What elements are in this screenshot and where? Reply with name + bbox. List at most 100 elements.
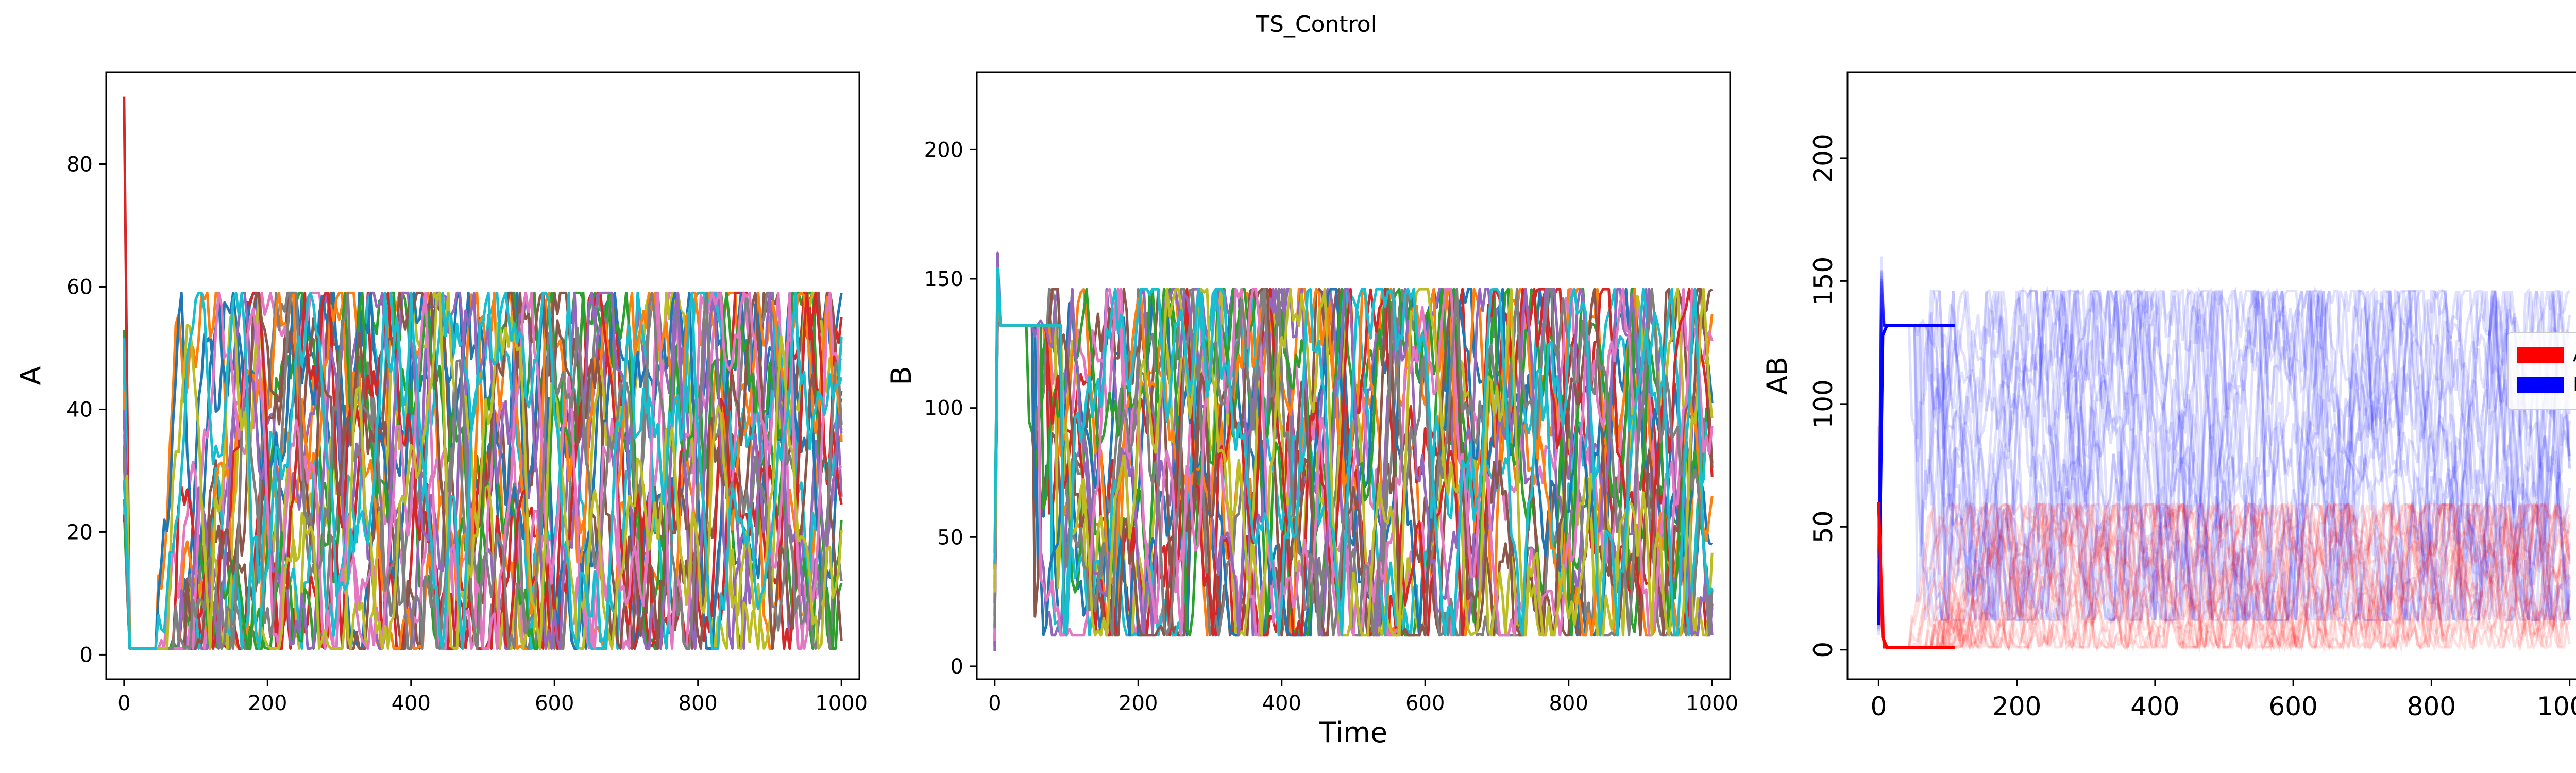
y-tick-label: 100 — [1808, 379, 1838, 428]
overlay-line-B-1 — [1877, 281, 2570, 623]
axes-frame — [105, 71, 860, 680]
panel-left: 0 200 400 600 800 1000 0 20 40 60 80 A — [14, 71, 868, 715]
x-tick-label: 1000 — [2537, 692, 2576, 721]
overlay-line-B-8 — [1877, 289, 2571, 625]
overlay-line-B-5 — [1877, 256, 2571, 621]
x-tick-label: 0 — [1870, 692, 1887, 721]
overlay-line-A-5 — [1877, 500, 2571, 649]
overlay-line-A-7 — [1877, 502, 2570, 652]
x-tick-label: 0 — [117, 692, 130, 715]
overlay-line-B-6 — [1877, 287, 2571, 632]
series-line-B-17 — [993, 288, 1714, 641]
y-axis-label: A — [14, 366, 47, 385]
overlay-line-B-19 — [1877, 279, 2571, 624]
overlay-line-A-10 — [1877, 501, 2571, 652]
y-tick-label: 0 — [1808, 642, 1838, 658]
overlay-line-A-19 — [1877, 502, 2571, 652]
y-tick-label: 50 — [937, 526, 963, 549]
overlay-line-A-20 — [1877, 501, 2571, 652]
x-tick-label: 800 — [2407, 692, 2456, 721]
overlay-line-B-12 — [1877, 285, 2571, 621]
x-tick-label: 1000 — [815, 692, 868, 715]
y-tick-label: 50 — [1808, 510, 1838, 543]
y-tick-label: 200 — [924, 138, 963, 162]
y-tick-label: 80 — [66, 153, 93, 176]
overlay-line-A-17 — [1877, 500, 2570, 652]
plot-area — [123, 96, 843, 650]
overlay-line-B-16 — [1877, 289, 2571, 625]
overlay-line-B-14 — [1877, 288, 2571, 621]
legend-label-A: A — [2573, 343, 2576, 366]
overlay-line-A-3 — [1877, 500, 2571, 652]
y-axis-label: AB — [1761, 357, 1793, 395]
series-line-B-20 — [993, 267, 1714, 637]
legend-swatch-B — [2517, 377, 2564, 393]
x-tick-label: 1000 — [1686, 692, 1738, 715]
overlay-line-B-17 — [1877, 288, 2571, 626]
mean-line-A — [1877, 502, 1955, 649]
overlay-line-A-15 — [1877, 500, 2571, 652]
figure-title: TS_Control — [1255, 11, 1377, 38]
series-line-A-13 — [123, 291, 843, 650]
y-tick-label: 150 — [924, 267, 963, 291]
x-tick-label: 400 — [392, 692, 431, 715]
overlay-line-B-2 — [1877, 285, 2571, 625]
x-tick-label: 0 — [988, 692, 1001, 715]
overlay-line-A-13 — [1877, 499, 2571, 650]
axes-frame — [1846, 71, 2576, 680]
overlay-line-A-12 — [1877, 499, 2571, 649]
y-tick-label: 0 — [951, 655, 963, 679]
series-line-A-20 — [123, 291, 843, 650]
y-tick-label: 0 — [80, 643, 93, 667]
series-line-B-18 — [993, 282, 1714, 637]
x-tick-label: 400 — [1262, 692, 1301, 715]
legend-box — [2507, 332, 2576, 410]
overlay-line-B-4 — [1877, 272, 2571, 629]
x-tick-label: 200 — [248, 692, 287, 715]
series-line-A-19 — [123, 291, 843, 650]
overlay-line-B-10 — [1877, 288, 2571, 625]
legend: AB — [2507, 332, 2576, 410]
y-tick-label: 200 — [1808, 133, 1838, 182]
series-line-A-16 — [123, 291, 843, 650]
plot-area — [1877, 256, 2571, 652]
overlay-line-B-7 — [1877, 282, 2571, 622]
overlay-line-A-14 — [1877, 499, 2571, 652]
x-tick-label: 600 — [1405, 692, 1445, 715]
panel-right: 02004006008001000050100150200ABAB — [1761, 71, 2576, 721]
overlay-line-B-9 — [1877, 276, 2571, 626]
overlay-line-A-9 — [1877, 500, 2571, 652]
overlay-line-B-3 — [1877, 285, 2571, 625]
overlay-line-A-16 — [1877, 499, 2571, 652]
x-axis-label: Time — [1319, 716, 1387, 749]
y-tick-label: 150 — [1808, 257, 1838, 306]
legend-swatch-A — [2517, 347, 2564, 363]
series-line-B-16 — [993, 288, 1714, 638]
overlay-line-B-11 — [1877, 290, 2571, 621]
x-tick-label: 200 — [1992, 692, 2041, 721]
panel-middle: 0 200 400 600 800 1000 0 50 100 150 200 B Time — [885, 71, 1738, 749]
legend-label-B: B — [2573, 373, 2576, 396]
overlay-line-B-15 — [1877, 270, 2571, 635]
x-tick-label: 800 — [1549, 692, 1588, 715]
x-tick-label: 200 — [1118, 692, 1158, 715]
overlay-line-B-20 — [1877, 271, 2571, 621]
x-tick-label: 600 — [2268, 692, 2317, 721]
mean-line-B — [1877, 324, 1955, 626]
overlay-line-B-18 — [1877, 285, 2571, 625]
y-tick-label: 20 — [66, 520, 93, 544]
y-tick-label: 40 — [66, 398, 93, 422]
overlay-line-A-4 — [1877, 426, 2571, 651]
y-axis-label: B — [885, 366, 918, 385]
overlay-line-A-1 — [1877, 500, 2571, 652]
overlay-line-A-2 — [1877, 500, 2571, 652]
axes-frame — [976, 71, 1731, 680]
overlay-line-A-6 — [1877, 501, 2571, 652]
y-tick-label: 100 — [924, 397, 963, 421]
y-tick-label: 60 — [66, 275, 93, 299]
overlay-line-A-18 — [1877, 501, 2571, 652]
overlay-line-A-8 — [1877, 500, 2571, 652]
x-tick-label: 800 — [679, 692, 718, 715]
plot-area — [993, 251, 1714, 651]
